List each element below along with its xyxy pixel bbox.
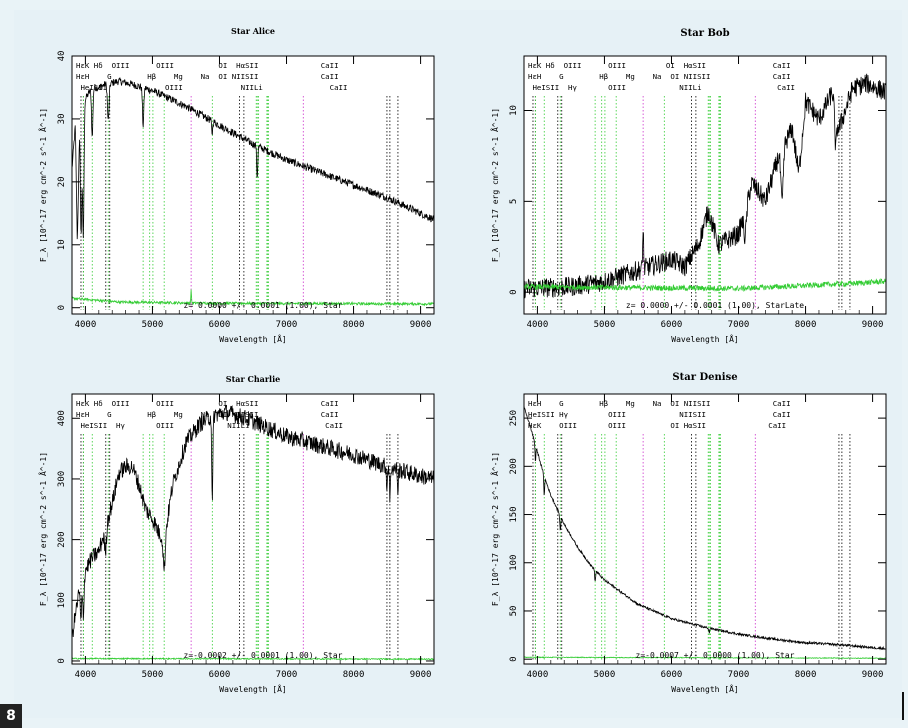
x-axis-label: Wavelength [Å]	[219, 683, 286, 694]
x-tick-label: 4000	[75, 320, 97, 330]
y-tick-label: 300	[57, 471, 67, 487]
y-tick-label: 0	[509, 656, 519, 661]
x-tick-label: 4000	[527, 320, 549, 330]
x-tick-label: 5000	[594, 670, 616, 680]
chart-title: Star Denise	[672, 372, 737, 383]
figure-panel: Star Alice HεK Hδ OIII OIII OI HαSII CaII…	[14, 10, 902, 718]
y-axis-label: F_λ [10^-17 erg cm^-2 s^-1 Å^-1]	[489, 108, 500, 262]
chart-title: Star Charlie	[226, 374, 280, 384]
error-line	[523, 278, 887, 293]
y-axis-label: F_λ [10^-17 erg cm^-2 s^-1 Å^-1]	[37, 452, 48, 606]
plot-frame	[523, 55, 887, 315]
y-tick-label: 20	[57, 176, 67, 187]
x-tick-label: 7000	[728, 670, 750, 680]
x-tick-label: 5000	[594, 320, 616, 330]
x-tick-label: 9000	[862, 670, 884, 680]
chart-panel: Star Bob HεK Hδ OIII OIII OI HαSII CaII Hε…	[489, 28, 887, 344]
spectra-figure: Star Alice HεK Hδ OIII OIII OI HαSII CaII…	[37, 26, 887, 694]
x-tick-label: 8000	[795, 320, 817, 330]
plot-frame	[71, 55, 435, 315]
x-tick-label: 7000	[276, 670, 298, 680]
y-tick-label: 5	[509, 199, 519, 204]
chart-title: Star Bob	[680, 28, 729, 39]
y-tick-label: 30	[57, 114, 67, 125]
line-label-row: HεK Hδ OIII OIII OI HαSII CaII	[76, 399, 339, 408]
y-tick-label: 200	[509, 458, 519, 474]
chart-panel: Star Denise HεH G Hβ Mg Na OI NIISII CaII…	[489, 372, 887, 694]
spectrum-line	[71, 77, 435, 240]
line-label-row: HεH G Hβ Mg Na OI NIISII CaII	[528, 399, 791, 408]
y-tick-label: 250	[509, 410, 519, 426]
x-tick-label: 4000	[527, 670, 549, 680]
x-tick-label: 6000	[661, 320, 683, 330]
x-tick-label: 9000	[410, 670, 432, 680]
x-axis-label: Wavelength [Å]	[219, 333, 286, 344]
fit-annotation: z=-0.0002 +/- 0.0001 (1.00), Star	[184, 651, 343, 660]
x-tick-label: 6000	[209, 320, 231, 330]
line-label-row: HεH G Hβ Mg Na OI NIISII CaII	[76, 410, 339, 419]
plot-frame	[71, 393, 435, 665]
line-label-row: HεH G Hβ Mg Na OI NIISII CaII	[76, 72, 339, 81]
x-tick-label: 6000	[661, 670, 683, 680]
error-line	[523, 656, 887, 660]
x-tick-label: 7000	[276, 320, 298, 330]
y-tick-label: 400	[57, 410, 67, 426]
chart-panel: Star Charlie HεK Hδ OIII OIII OI HαSII Ca…	[37, 374, 435, 694]
x-tick-label: 8000	[343, 670, 365, 680]
spectrum-line	[71, 404, 435, 638]
x-axis-label: Wavelength [Å]	[671, 683, 738, 694]
x-tick-label: 5000	[142, 670, 164, 680]
y-tick-label: 0	[57, 305, 67, 310]
line-label-row: HεH G Hβ Mg Na OI NIISII CaII	[528, 72, 791, 81]
y-tick-label: 0	[57, 658, 67, 663]
y-tick-label: 0	[509, 289, 519, 294]
y-tick-label: 100	[509, 555, 519, 571]
y-axis-label: F_λ [10^-17 erg cm^-2 s^-1 Å^-1]	[489, 452, 500, 606]
fit-annotation: z= 0.0000 +/- 0.0001 (1.00), Star	[184, 301, 343, 310]
plot-area	[524, 394, 886, 664]
line-label-row: HεK Hδ OIII OIII OI HαSII CaII	[528, 61, 791, 70]
line-label-row: HεK OIII OIII OI HαSII CaII	[528, 421, 786, 430]
y-tick-label: 50	[509, 606, 519, 617]
y-tick-label: 40	[57, 51, 67, 62]
x-tick-label: 9000	[410, 320, 432, 330]
plot-area	[72, 56, 434, 314]
x-tick-label: 9000	[862, 320, 884, 330]
fit-annotation: z= 0.0000 +/- 0.0001 (1.00), StarLate	[626, 301, 804, 310]
x-tick-label: 4000	[75, 670, 97, 680]
line-label-row: HeISII Hγ OIII NIILi CaII	[528, 83, 795, 92]
y-axis-label: F_λ [10^-17 erg cm^-2 s^-1 Å^-1]	[37, 108, 48, 262]
error-line	[72, 656, 435, 661]
x-tick-label: 6000	[209, 670, 231, 680]
x-tick-label: 5000	[142, 320, 164, 330]
line-label-row: HeISII OIII NIILi CaII	[76, 83, 347, 92]
x-tick-label: 8000	[795, 670, 817, 680]
line-label-row: HeISII Hγ OIII NIILi CaII	[76, 421, 343, 430]
line-label-row: HεK Hδ OIII OIII OI HαSII CaII	[76, 61, 339, 70]
chart-panel: Star Alice HεK Hδ OIII OIII OI HαSII CaII…	[37, 26, 435, 344]
x-axis-label: Wavelength [Å]	[671, 333, 738, 344]
y-tick-label: 150	[509, 506, 519, 522]
plot-area	[72, 394, 434, 664]
error-line	[71, 289, 435, 307]
spectrum-line	[523, 405, 887, 651]
figure-number-badge: 8	[0, 704, 22, 728]
page-edge-mark	[902, 692, 904, 720]
fit-annotation: z=-0.0007 +/- 0.0000 (1.00), Star	[636, 651, 795, 660]
x-tick-label: 7000	[728, 320, 750, 330]
y-tick-label: 10	[509, 105, 519, 116]
y-tick-label: 100	[57, 592, 67, 608]
y-tick-label: 10	[57, 239, 67, 250]
y-tick-label: 200	[57, 531, 67, 547]
x-tick-label: 8000	[343, 320, 365, 330]
chart-title: Star Alice	[231, 26, 275, 36]
spectrum-line	[523, 73, 887, 299]
plot-frame	[523, 393, 887, 665]
line-label-row: HeISII Hγ OIII NIISII CaII	[528, 410, 791, 419]
